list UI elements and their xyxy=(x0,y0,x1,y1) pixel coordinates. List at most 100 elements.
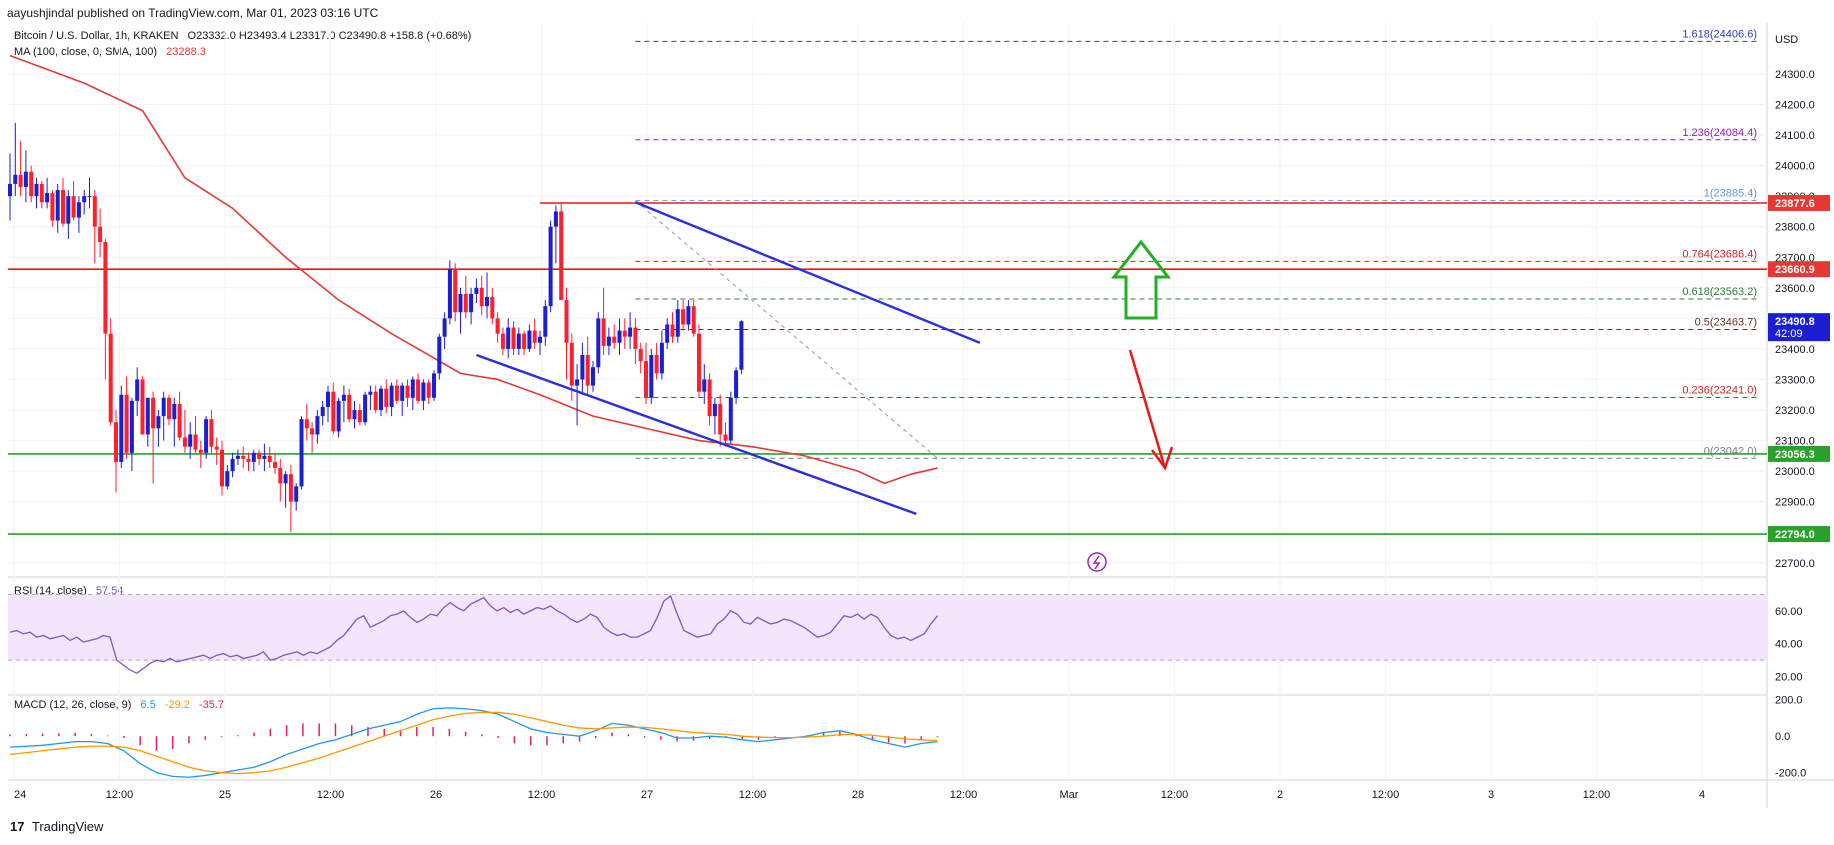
candle xyxy=(373,385,378,414)
y-tick-label: 23600.0 xyxy=(1775,283,1815,295)
channel-upper-line xyxy=(634,201,981,344)
x-tick-label: Mar xyxy=(1060,789,1079,801)
candle xyxy=(172,397,177,447)
candle xyxy=(553,205,558,264)
candle-body xyxy=(665,324,670,343)
candle-body xyxy=(278,468,283,484)
candle xyxy=(341,385,346,423)
price-label-box xyxy=(1768,526,1830,543)
candle xyxy=(410,376,415,411)
x-tick-label: 12:00 xyxy=(317,789,345,801)
candle xyxy=(543,300,548,346)
y-tick-label: 23100.0 xyxy=(1775,436,1815,448)
ma-legend: MA (100, close, 0, SMA, 100) 23288.3 xyxy=(14,46,212,58)
candle xyxy=(585,336,590,395)
x-tick-label: 12:00 xyxy=(1161,789,1189,801)
candle-body xyxy=(257,452,262,459)
macd-signal-line xyxy=(9,711,938,775)
candle xyxy=(315,410,320,444)
candle-body xyxy=(601,318,606,346)
macd-signal-value: -29.2 xyxy=(164,699,190,711)
candle xyxy=(686,300,691,331)
candle xyxy=(55,183,60,233)
candle xyxy=(50,190,55,227)
x-tick-label: 12:00 xyxy=(1372,789,1400,801)
candle-body xyxy=(490,296,495,319)
candle-body xyxy=(251,452,256,462)
candle-body xyxy=(516,333,521,349)
y-tick-label: 24000.0 xyxy=(1775,161,1815,173)
footer-brand: TradingView xyxy=(31,819,104,834)
x-tick-label: 12:00 xyxy=(739,789,767,801)
candle xyxy=(559,202,564,301)
candle xyxy=(580,342,585,395)
candle-body xyxy=(156,416,161,429)
candle-body xyxy=(559,211,564,301)
candle-body xyxy=(230,458,235,472)
candle xyxy=(538,330,542,356)
candle xyxy=(92,190,97,264)
candle-body xyxy=(564,300,569,343)
publisher-header: aayushjindal published on TradingView.co… xyxy=(7,6,379,20)
candle xyxy=(87,177,92,209)
channel-lower-line xyxy=(475,353,917,516)
candle xyxy=(182,410,187,453)
ohlc-values: O23332.0 H23493.4 L23317.0 C23490.8 +158… xyxy=(187,30,472,42)
candle xyxy=(495,312,500,343)
candle-body xyxy=(638,348,643,362)
candle-body xyxy=(612,336,617,343)
candle-body xyxy=(320,406,325,417)
candle xyxy=(400,382,405,417)
candle-body xyxy=(500,333,505,349)
price-label-text: 23056.3 xyxy=(1775,449,1815,461)
fib-level-label: 0.764(23686.4) xyxy=(1682,248,1757,260)
candle-body xyxy=(447,269,452,319)
price-label-text: 22794.0 xyxy=(1775,529,1815,541)
candle-body xyxy=(617,330,622,343)
candle xyxy=(225,465,230,490)
candle xyxy=(596,312,601,374)
candle-body xyxy=(442,318,447,337)
candle-body xyxy=(585,355,590,386)
lightning-bolt xyxy=(1092,555,1101,570)
x-tick-label: 12:00 xyxy=(528,789,556,801)
lightning-icon xyxy=(1087,552,1107,572)
candle-body xyxy=(198,449,203,453)
candle xyxy=(39,180,44,209)
candle-body xyxy=(45,193,50,203)
candle-body xyxy=(485,296,489,307)
candle xyxy=(490,287,495,325)
candle-body xyxy=(283,474,288,484)
candle-body xyxy=(34,183,39,197)
candle xyxy=(394,379,399,404)
candle-body xyxy=(384,388,389,407)
candle xyxy=(633,318,638,365)
candle xyxy=(739,320,744,375)
candle xyxy=(288,465,293,533)
x-tick-label: 12:00 xyxy=(1583,789,1611,801)
candle-body xyxy=(575,379,580,386)
candle xyxy=(723,422,728,447)
candle xyxy=(262,443,267,472)
footer: 17 TradingView xyxy=(10,819,103,834)
price-label-box xyxy=(1768,313,1830,342)
candle xyxy=(511,321,516,356)
candle xyxy=(575,364,580,426)
candle-body xyxy=(580,355,585,380)
macd-tick-label: 200.0 xyxy=(1775,695,1803,707)
candle-body xyxy=(728,397,733,441)
price-label-text: 23877.6 xyxy=(1775,198,1815,210)
candle-body xyxy=(479,287,484,307)
candle-body xyxy=(103,241,108,334)
x-tick-label: 4 xyxy=(1699,789,1705,801)
macd-label: MACD (12, 26, close, 9) xyxy=(14,699,132,711)
candle-body xyxy=(151,397,156,429)
y-tick-label: 23300.0 xyxy=(1775,374,1815,386)
candle-body xyxy=(241,455,246,459)
candle xyxy=(591,361,595,392)
currency-label: USD xyxy=(1775,34,1798,46)
candle xyxy=(13,122,18,197)
candle xyxy=(220,440,224,496)
x-tick-label: 26 xyxy=(430,789,442,801)
